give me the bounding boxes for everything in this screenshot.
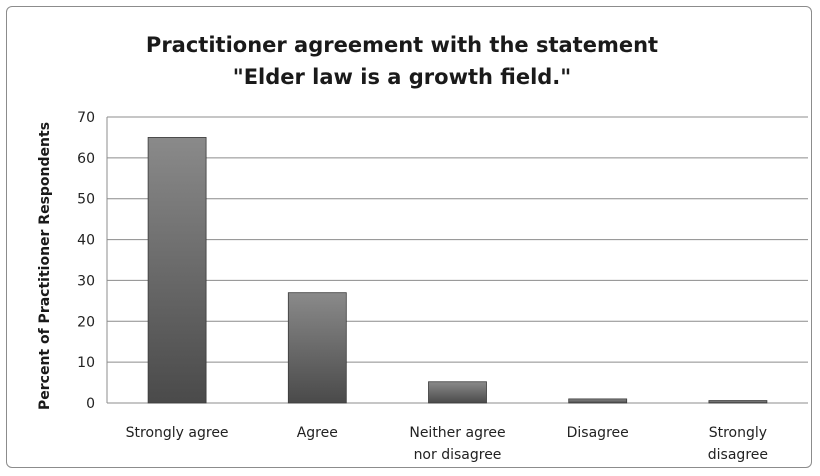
gridlines xyxy=(106,116,808,404)
y-axis-title-text: Percent of Practitioner Respondents xyxy=(37,122,53,410)
bar-5 xyxy=(708,400,768,404)
y-tick-label-30: 30 xyxy=(77,273,95,289)
chart-frame xyxy=(6,6,812,468)
y-tick-label-0: 0 xyxy=(86,396,95,412)
bar-4 xyxy=(568,398,628,404)
bar-1 xyxy=(147,137,207,404)
y-tick-label-60: 60 xyxy=(77,151,95,167)
y-axis-title: Percent of Practitioner Respondents xyxy=(37,122,53,410)
chart-title-line-1: Practitioner agreement with the statemen… xyxy=(146,33,658,57)
y-tick-label-10: 10 xyxy=(77,355,95,371)
y-axis-ticks: 0 10 20 30 40 50 60 70 xyxy=(77,110,95,412)
x-category-label-2: Agree xyxy=(297,425,338,441)
x-category-label-5-line-1: Strongly xyxy=(709,425,767,441)
x-axis-labels: Strongly agree Agree Neither agree nor disa… xyxy=(126,425,768,463)
bars xyxy=(147,137,768,404)
y-tick-label-20: 20 xyxy=(77,314,95,330)
x-category-label-3-line-1: Neither agree xyxy=(409,425,505,441)
bar-2 xyxy=(287,292,347,404)
chart-title-line-2: "Elder law is a growth field." xyxy=(233,65,571,89)
x-category-label-5-line-2: disagree xyxy=(708,447,768,463)
y-tick-label-40: 40 xyxy=(77,233,95,249)
x-category-label-4: Disagree xyxy=(567,425,629,441)
chart-title: Practitioner agreement with the statemen… xyxy=(146,33,658,89)
x-category-label-1: Strongly agree xyxy=(126,425,229,441)
y-tick-label-70: 70 xyxy=(77,110,95,126)
x-category-label-3-line-2: nor disagree xyxy=(414,447,502,463)
bar-3 xyxy=(428,381,487,404)
y-tick-label-50: 50 xyxy=(77,192,95,208)
